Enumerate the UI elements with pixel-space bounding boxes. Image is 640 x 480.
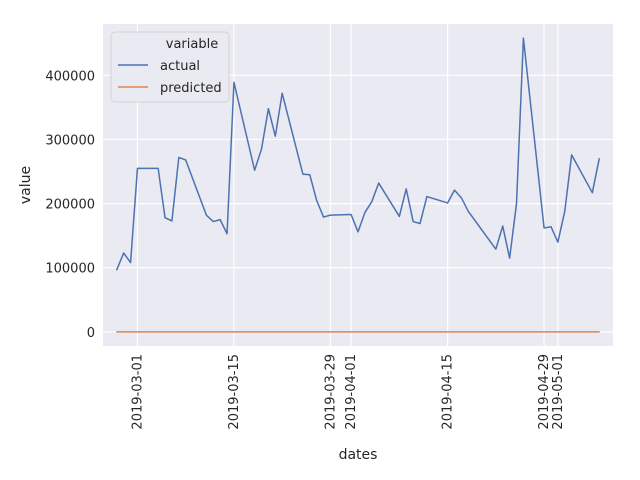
y-tick-label: 100000: [45, 262, 95, 277]
x-tick-label: 2019-04-01: [344, 354, 359, 430]
legend-box: [110, 31, 230, 103]
legend: variable actual predicted: [110, 31, 230, 103]
y-tick-label: 0: [87, 326, 95, 341]
x-tick-label: 2019-03-15: [227, 354, 242, 430]
x-tick-label: 2019-03-01: [130, 354, 145, 430]
y-axis-label: value: [18, 166, 34, 204]
legend-title: variable: [166, 37, 218, 52]
series-line-actual: [116, 37, 600, 271]
y-tick-label: 300000: [45, 133, 95, 148]
series-layer: [116, 37, 600, 333]
x-tick-label: 2019-04-29: [537, 354, 552, 430]
x-tick-label: 2019-04-15: [441, 354, 456, 430]
x-tick-labels: 2019-03-01 2019-03-15 2019-03-29 2019-04-01…: [130, 354, 565, 430]
y-tick-labels: 0 100000 200000 300000 400000: [45, 69, 95, 341]
legend-label-predicted: predicted: [160, 81, 222, 96]
y-tick-label: 400000: [45, 69, 95, 84]
x-tick-label: 2019-05-01: [551, 354, 566, 430]
x-tick-label: 2019-03-29: [323, 354, 338, 430]
y-tick-label: 200000: [45, 198, 95, 213]
x-axis-label: dates: [339, 447, 378, 463]
legend-label-actual: actual: [160, 59, 200, 74]
